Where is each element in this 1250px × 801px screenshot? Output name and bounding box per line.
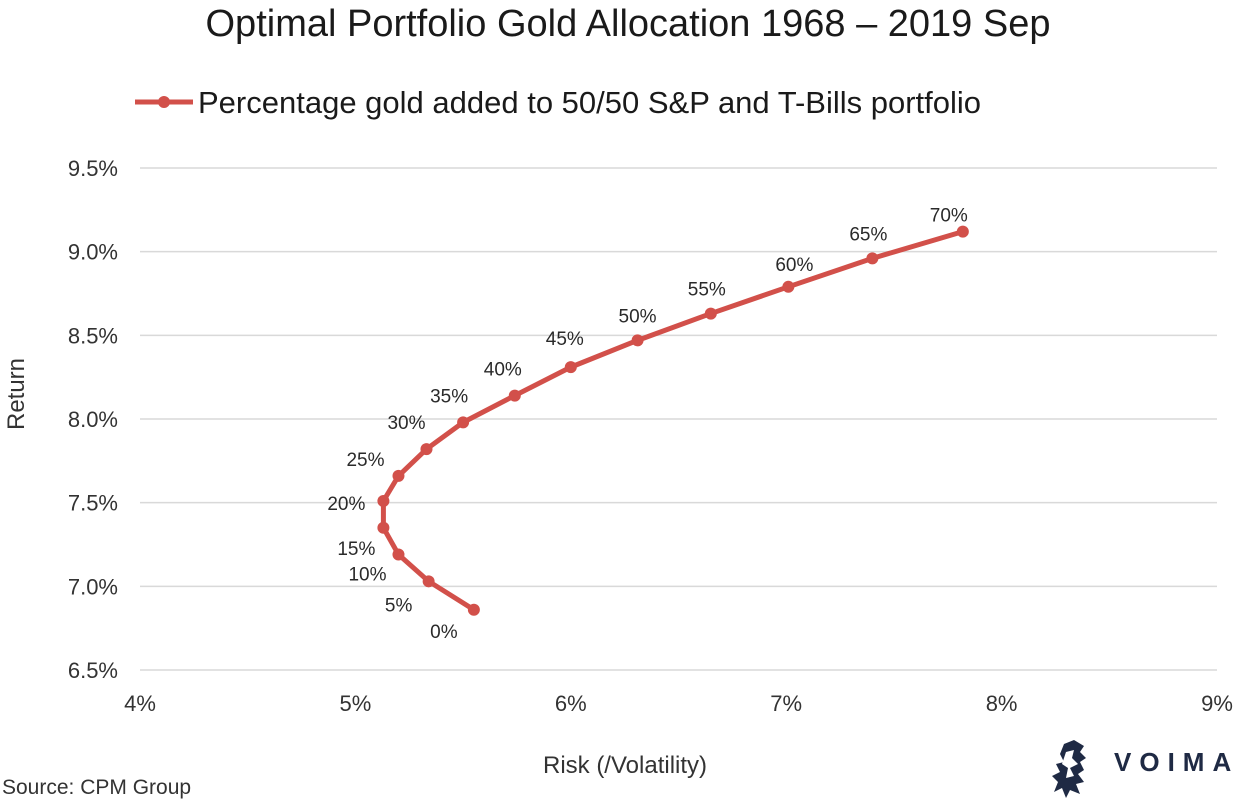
x-tick-label: 5% — [340, 691, 372, 716]
data-label: 65% — [849, 224, 887, 245]
y-tick-label: 9.5% — [68, 156, 118, 181]
x-tick-label: 9% — [1201, 691, 1233, 716]
y-tick-label: 8.0% — [68, 407, 118, 432]
data-label: 15% — [337, 539, 375, 560]
brand-name: VOIMA — [1114, 747, 1239, 777]
data-label: 30% — [387, 413, 425, 434]
data-point — [508, 389, 521, 402]
data-point — [457, 416, 470, 429]
source-note: Source: CPM Group — [2, 776, 191, 799]
legend-text: Percentage gold added to 50/50 S&P and T… — [198, 85, 981, 120]
data-point — [564, 361, 577, 374]
x-axis-ticks: 4% 5% 6% 7% 8% 9% — [124, 691, 1233, 716]
data-point — [467, 603, 480, 616]
data-label: 40% — [484, 360, 522, 381]
data-label: 70% — [930, 206, 968, 227]
x-tick-label: 8% — [986, 691, 1018, 716]
y-tick-label: 7.5% — [68, 491, 118, 516]
data-point — [866, 252, 879, 265]
y-tick-label: 8.5% — [68, 323, 118, 348]
data-point — [420, 443, 433, 456]
data-label: 0% — [430, 622, 458, 643]
data-label: 45% — [546, 329, 584, 350]
legend-marker-swatch — [158, 96, 170, 108]
legend: Percentage gold added to 50/50 S&P and T… — [135, 85, 981, 120]
data-label: 55% — [688, 280, 726, 301]
data-label: 10% — [348, 565, 386, 586]
x-axis-label: Risk (/Volatility) — [543, 752, 707, 779]
data-point — [782, 280, 795, 293]
series-line — [380, 229, 966, 613]
series-gold-allocation: 0% 5% 10% 15% 20% 25%30%35% 40% 45% 50% 55% 60% 65%… — [327, 206, 969, 643]
data-label: 35% — [430, 386, 468, 407]
x-tick-label: 7% — [770, 691, 802, 716]
chart-title: Optimal Portfolio Gold Allocation 1968 –… — [206, 3, 1051, 45]
data-point — [377, 521, 390, 534]
y-axis-ticks: 6.5% 7.0% 7.5% 8.0% 8.5% 9.0% 9.5% — [68, 156, 118, 683]
y-tick-label: 6.5% — [68, 658, 118, 683]
y-axis-label: Return — [3, 358, 30, 430]
data-point — [392, 469, 405, 482]
data-label: 5% — [385, 595, 413, 616]
gridlines — [140, 167, 1217, 671]
lion-rampant-icon — [1052, 740, 1086, 798]
data-label: 20% — [327, 494, 365, 515]
y-tick-label: 9.0% — [68, 240, 118, 265]
data-label: 25% — [346, 450, 384, 471]
data-point — [631, 334, 644, 347]
y-tick-label: 7.0% — [68, 574, 118, 599]
data-label: 50% — [619, 306, 657, 327]
data-point — [392, 548, 405, 561]
data-point — [422, 575, 435, 588]
x-tick-label: 4% — [124, 691, 156, 716]
data-point — [377, 494, 390, 507]
data-label: 60% — [775, 255, 813, 276]
x-tick-label: 6% — [555, 691, 587, 716]
data-point — [704, 307, 717, 320]
brand-logo: VOIMA — [1052, 740, 1239, 798]
data-point — [956, 225, 969, 238]
